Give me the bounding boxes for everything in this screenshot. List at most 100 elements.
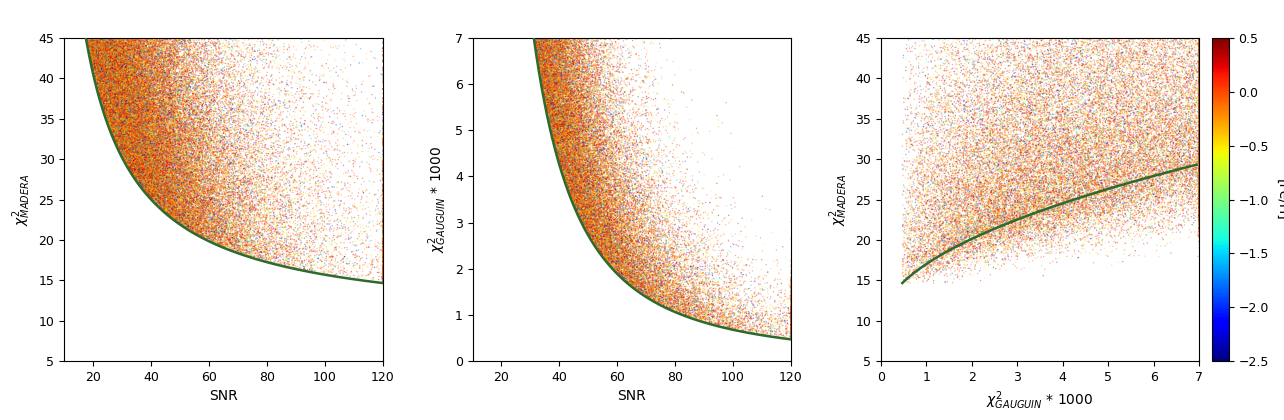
Point [94,34,114,41]
Point [1050,214,1071,221]
Point [1189,34,1210,41]
Point [1189,34,1210,41]
Point [1189,34,1210,41]
Point [130,34,150,41]
Point [1189,34,1210,41]
Point [1189,34,1210,41]
Point [553,34,574,41]
Point [559,34,579,41]
Point [474,34,494,41]
Point [1189,34,1210,41]
Point [146,147,167,153]
Point [60,34,81,41]
Point [1189,34,1210,41]
Point [60,34,81,41]
Point [1189,34,1210,41]
Point [1189,69,1210,76]
Point [1106,55,1126,62]
Point [1189,164,1210,171]
Point [1189,34,1210,41]
Point [1189,125,1210,132]
Point [1189,34,1210,41]
Point [603,216,624,223]
Point [544,34,565,41]
Point [476,34,497,41]
Point [99,34,119,41]
Point [487,34,507,41]
Point [1189,34,1210,41]
Point [136,113,157,120]
Point [579,160,600,167]
Point [213,149,234,155]
Point [479,34,499,41]
Point [505,34,525,41]
Point [946,171,967,177]
Point [1189,34,1210,41]
Point [55,34,76,41]
Point [1093,114,1113,121]
Point [1167,100,1188,107]
Point [493,34,514,41]
Point [512,34,533,41]
Point [1189,141,1210,148]
Point [200,232,221,239]
Point [511,34,532,41]
Point [1189,133,1210,139]
Point [1189,57,1210,64]
Point [205,92,226,99]
Point [98,34,118,41]
Point [564,130,584,137]
Point [1145,104,1166,110]
Point [262,233,282,240]
Point [85,34,105,41]
Point [85,34,105,41]
Point [54,34,74,41]
Point [664,275,684,281]
Point [474,34,494,41]
Point [122,126,143,133]
Point [497,34,517,41]
Point [71,34,91,41]
Point [636,258,656,265]
Point [697,309,718,316]
Point [177,191,198,197]
Point [515,34,535,41]
Point [933,260,954,267]
Point [100,34,121,41]
Point [1189,34,1210,41]
Point [64,34,85,41]
Point [72,34,92,41]
Point [1189,34,1210,41]
Point [91,34,112,41]
Point [524,34,544,41]
Point [480,34,501,41]
Point [474,34,494,41]
Point [507,34,528,41]
Point [127,34,148,41]
Point [99,34,119,41]
Point [54,34,74,41]
Point [1080,108,1100,115]
Point [1189,34,1210,41]
Point [1189,34,1210,41]
Point [1022,108,1043,115]
Point [176,34,196,41]
Point [1037,226,1058,233]
Point [1189,34,1210,41]
Point [494,34,515,41]
Point [1022,141,1043,147]
Point [132,120,153,127]
Point [103,34,123,41]
Point [85,34,105,41]
Point [109,128,130,134]
Point [1189,34,1210,41]
Point [1189,34,1210,41]
Point [462,34,483,41]
Point [1168,34,1189,41]
Point [80,34,100,41]
Point [1062,156,1082,163]
Point [482,34,502,41]
Point [143,34,163,41]
Point [464,34,484,41]
Point [59,34,80,41]
